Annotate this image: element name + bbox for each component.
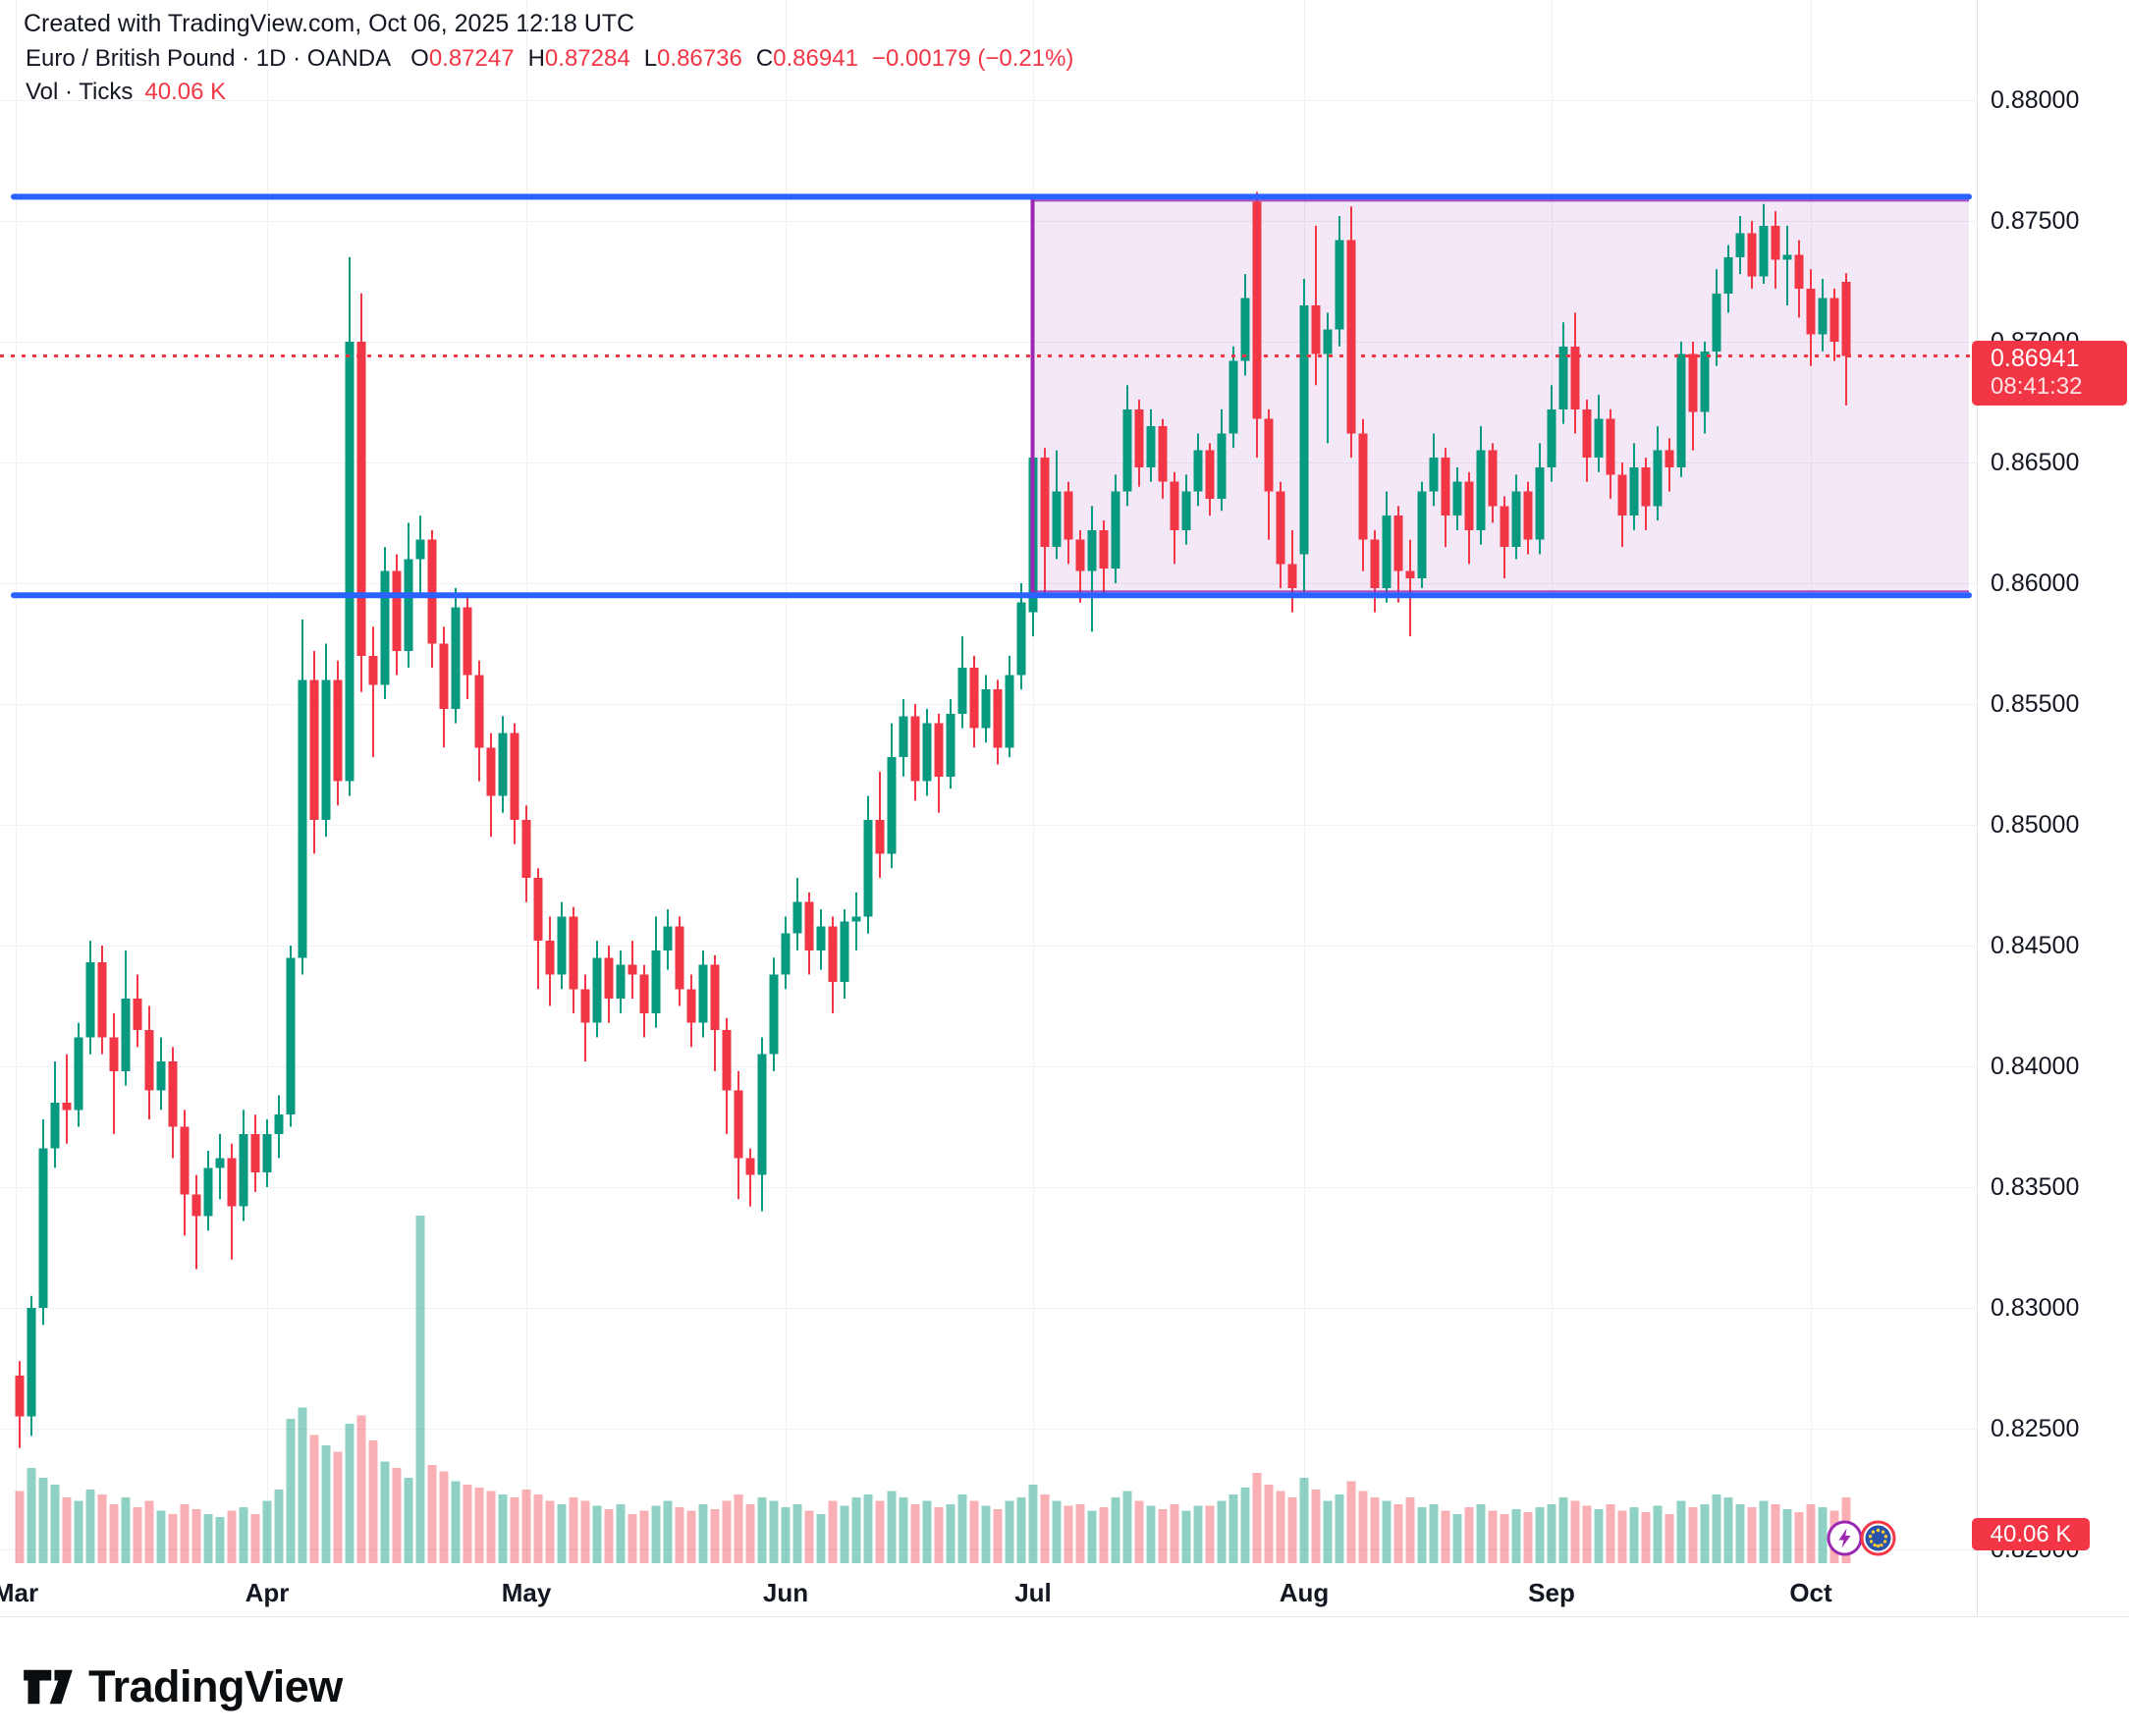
price-tick-label: 0.87500: [1991, 207, 2080, 235]
price-tick-label: 0.85000: [1991, 811, 2080, 839]
price-tick-label: 0.85500: [1991, 690, 2080, 718]
last-price-label: 0.86941 08:41:32: [1972, 341, 2127, 406]
price-tick-label: 0.84500: [1991, 932, 2080, 959]
price-tick-label: 0.86000: [1991, 570, 2080, 597]
month-label-apr: Apr: [245, 1578, 290, 1607]
attribution-text: Created with TradingView.com, Oct 06, 20…: [24, 10, 635, 37]
volume-legend-label: Vol · Ticks: [26, 79, 134, 105]
chart-legend: Euro / British Pound · 1D · OANDA O0.872…: [26, 45, 1073, 106]
tradingview-logo-icon: [24, 1669, 73, 1705]
tradingview-logo-text: TradingView: [88, 1661, 343, 1711]
axis-separator-line: [0, 1616, 2129, 1617]
ohlc-high: H0.87284: [527, 45, 630, 72]
eu-stars: [1868, 1528, 1888, 1548]
price-tick-label: 0.82500: [1991, 1415, 2080, 1442]
month-label-aug: Aug: [1279, 1578, 1330, 1607]
eu-flag-icon[interactable]: [1860, 1520, 1896, 1556]
volume-axis-label: 40.06 K: [1972, 1518, 2090, 1550]
price-change: −0.00179 (−0.21%): [871, 45, 1074, 72]
month-label-may: May: [501, 1578, 552, 1607]
last-price-value: 0.86941: [1991, 345, 2080, 372]
time-axis[interactable]: Mar Apr May Jun Jul Aug Sep Oct: [0, 1567, 1977, 1616]
ohlc-low: L0.86736: [643, 45, 742, 72]
volume-legend-value: 40.06 K: [144, 79, 227, 105]
month-label-oct: Oct: [1789, 1578, 1832, 1607]
ohlc-open: O0.87247: [410, 45, 515, 72]
symbol-title[interactable]: Euro / British Pound · 1D · OANDA: [26, 45, 392, 72]
tradingview-footer: TradingView: [22, 1661, 343, 1712]
candlestick-chart-canvas[interactable]: [0, 0, 1977, 1616]
price-tick-label: 0.86500: [1991, 449, 2080, 476]
price-tick-label: 0.84000: [1991, 1053, 2080, 1080]
month-label-jun: Jun: [762, 1578, 809, 1607]
price-tick-label: 0.83500: [1991, 1173, 2080, 1201]
price-tick-label: 0.88000: [1991, 86, 2080, 114]
month-label-mar: Mar: [0, 1578, 39, 1607]
ohlc-close: C0.86941: [755, 45, 858, 72]
price-tick-label: 0.83000: [1991, 1294, 2080, 1322]
month-label-sep: Sep: [1528, 1578, 1575, 1607]
month-label-jul: Jul: [1014, 1578, 1052, 1607]
bar-countdown: 08:41:32: [1991, 373, 2083, 400]
lightning-icon[interactable]: [1827, 1520, 1863, 1556]
price-axis[interactable]: 0.86941 08:41:32 40.06 K 0.88000 0.87500 0…: [1972, 0, 2129, 1616]
